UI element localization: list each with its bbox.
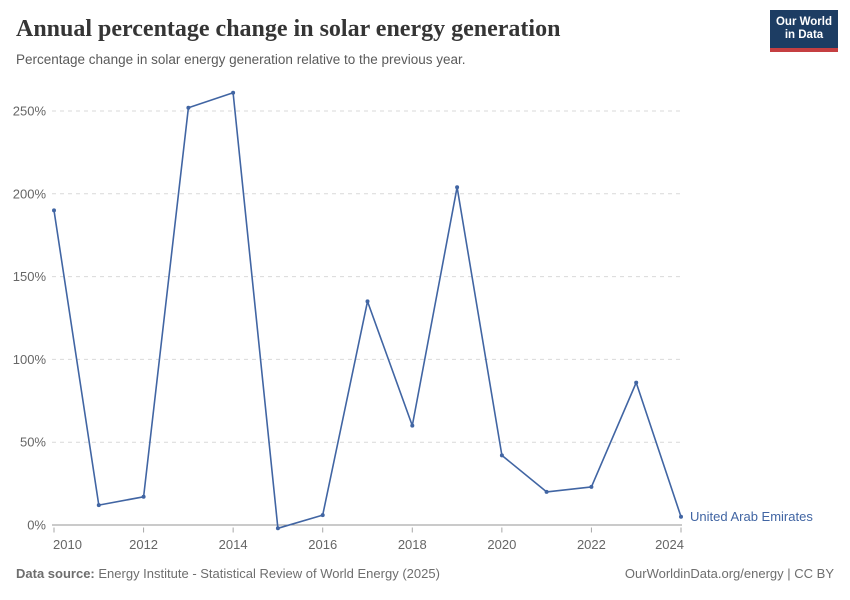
footer-links: OurWorldinData.org/energy | CC BY <box>625 566 834 581</box>
x-tick-label: 2010 <box>53 537 82 552</box>
owid-logo-line1: Our World <box>775 16 832 28</box>
data-point-marker[interactable] <box>52 208 56 213</box>
x-tick-label: 2016 <box>308 537 337 552</box>
data-point-marker[interactable] <box>320 513 325 518</box>
data-point-marker[interactable] <box>231 90 236 95</box>
data-point-marker[interactable] <box>455 185 460 190</box>
data-point-marker[interactable] <box>544 489 549 494</box>
x-tick-label: 2020 <box>487 537 516 552</box>
data-point-marker[interactable] <box>589 484 594 489</box>
y-tick-label: 150% <box>13 269 47 284</box>
footer-separator: | <box>783 566 795 581</box>
owid-logo-line2: in Data <box>784 29 824 41</box>
x-tick-label: 2022 <box>577 537 606 552</box>
owid-logo: Our World in Data <box>770 10 838 52</box>
data-line-united-arab-emirates[interactable] <box>53 92 682 530</box>
data-source-label: Data source: <box>16 566 95 581</box>
x-tick-label: 2018 <box>398 537 427 552</box>
y-tick-label: 200% <box>13 186 47 201</box>
y-tick-label: 100% <box>13 352 47 367</box>
data-point-marker[interactable] <box>141 494 146 499</box>
data-source: Data source: Energy Institute - Statisti… <box>16 566 440 581</box>
data-source-text: Energy Institute - Statistical Review of… <box>98 566 440 581</box>
data-point-marker[interactable] <box>499 453 504 458</box>
chart-subtitle: Percentage change in solar energy genera… <box>16 52 466 67</box>
x-tick-label: 2014 <box>219 537 248 552</box>
x-tick-label: 2012 <box>129 537 158 552</box>
series-label-united-arab-emirates[interactable]: United Arab Emirates <box>690 509 813 524</box>
data-point-marker[interactable] <box>365 299 370 304</box>
page-title: Annual percentage change in solar energy… <box>16 16 561 42</box>
chart-footer: Data source: Energy Institute - Statisti… <box>16 566 834 581</box>
data-point-marker[interactable] <box>410 423 415 428</box>
license-link[interactable]: CC BY <box>794 566 834 581</box>
data-point-marker[interactable] <box>275 526 280 531</box>
y-tick-label: 50% <box>20 435 46 450</box>
y-tick-label: 250% <box>13 104 47 119</box>
data-point-marker[interactable] <box>186 105 191 110</box>
x-tick-label: 2024 <box>655 537 684 552</box>
data-point-marker[interactable] <box>679 514 683 519</box>
data-point-marker[interactable] <box>96 503 101 508</box>
y-tick-label: 0% <box>27 518 46 533</box>
data-point-marker[interactable] <box>634 380 639 385</box>
owid-url-link[interactable]: OurWorldinData.org/energy <box>624 566 784 581</box>
